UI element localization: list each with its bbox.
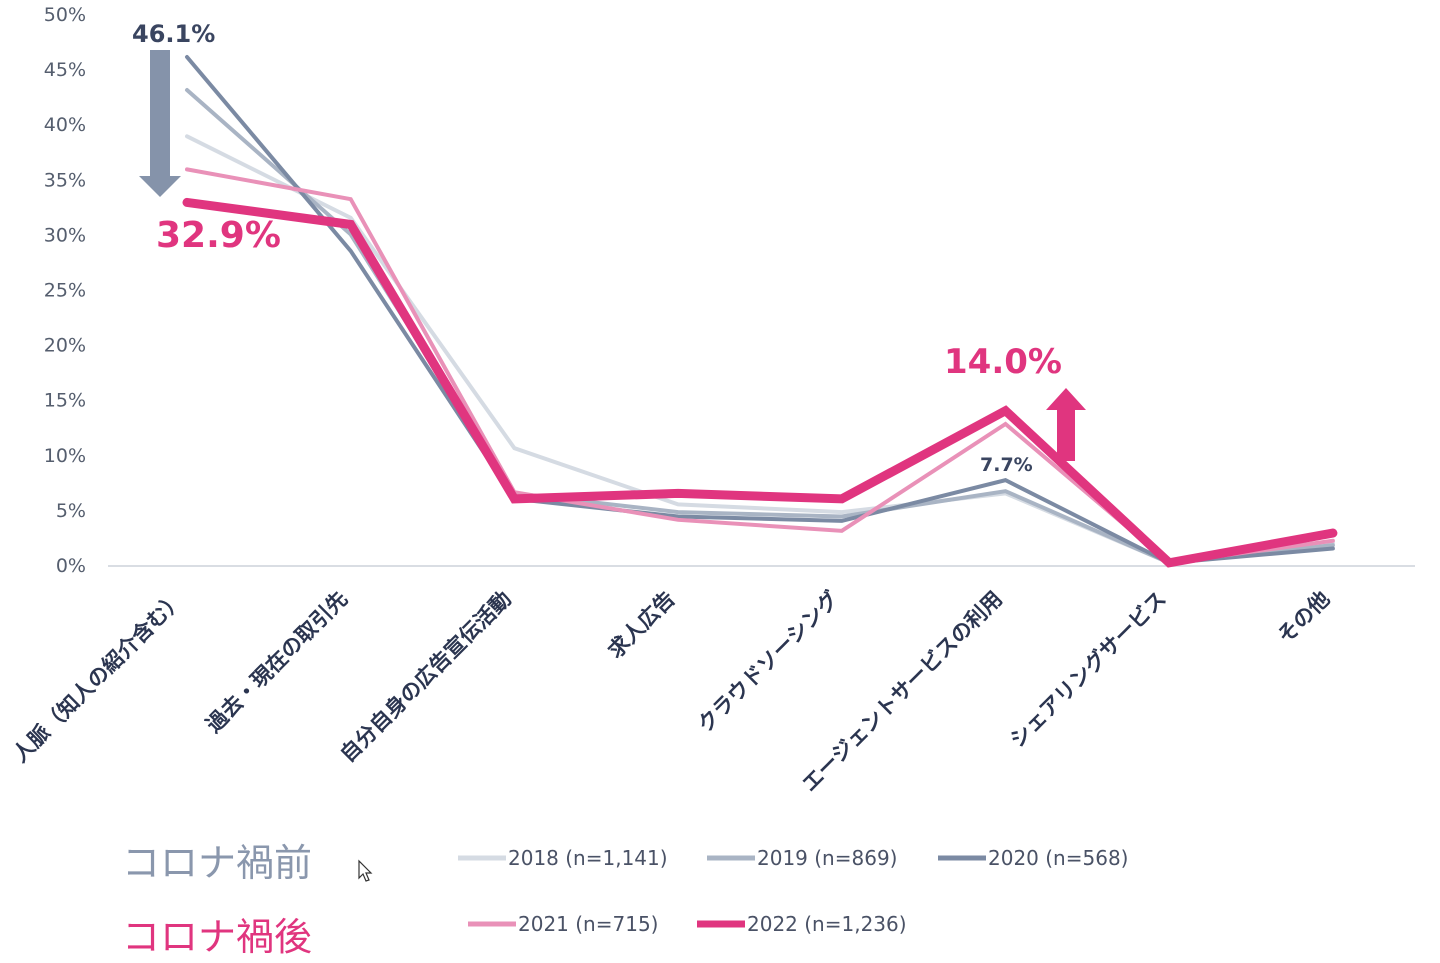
y-tick-label: 5% (56, 500, 86, 522)
y-tick-label: 10% (44, 445, 86, 467)
x-category-label: 自分自身の広告宣伝活動 (336, 587, 516, 767)
down-arrow-icon (139, 50, 181, 197)
y-tick-label: 45% (44, 59, 86, 81)
legend-item-label: 2022 (n=1,236) (747, 912, 907, 936)
series-line-2022 (182, 197, 1338, 568)
legend-item-label: 2021 (n=715) (518, 912, 658, 936)
annotation-32-9: 32.9% (156, 215, 281, 256)
legend-group-after: コロナ禍後 (122, 915, 312, 959)
mouse-cursor-icon (358, 859, 373, 882)
y-tick-label: 50% (44, 4, 86, 26)
x-category-label: シェアリングサービス (1005, 587, 1170, 752)
x-category-label: 人脈（知人の紹介含む） (8, 587, 188, 767)
y-tick-label: 35% (44, 169, 86, 191)
up-arrow-icon (1046, 388, 1086, 461)
x-category-label: 求人広告 (603, 587, 679, 663)
y-tick-label: 25% (44, 280, 86, 302)
y-tick-label: 40% (44, 114, 86, 136)
annotation-46-1: 46.1% (132, 20, 215, 48)
annotation-7-7: 7.7% (980, 454, 1033, 476)
y-tick-label: 20% (44, 335, 86, 357)
legend-item-label: 2019 (n=869) (757, 846, 897, 870)
y-tick-label: 30% (44, 224, 86, 246)
legend-item-label: 2020 (n=568) (988, 846, 1128, 870)
x-category-label: 過去・現在の取引先 (202, 587, 353, 738)
legend-item-label: 2018 (n=1,141) (508, 846, 668, 870)
x-category-label: その他 (1273, 587, 1335, 649)
series-line-2020 (185, 54, 1335, 565)
x-category-label: クラウドソーシング (693, 587, 843, 737)
y-tick-label: 15% (44, 390, 86, 412)
y-tick-label: 0% (56, 555, 86, 577)
legend-group-before: コロナ禍前 (122, 841, 312, 885)
annotation-14-0: 14.0% (944, 342, 1062, 382)
